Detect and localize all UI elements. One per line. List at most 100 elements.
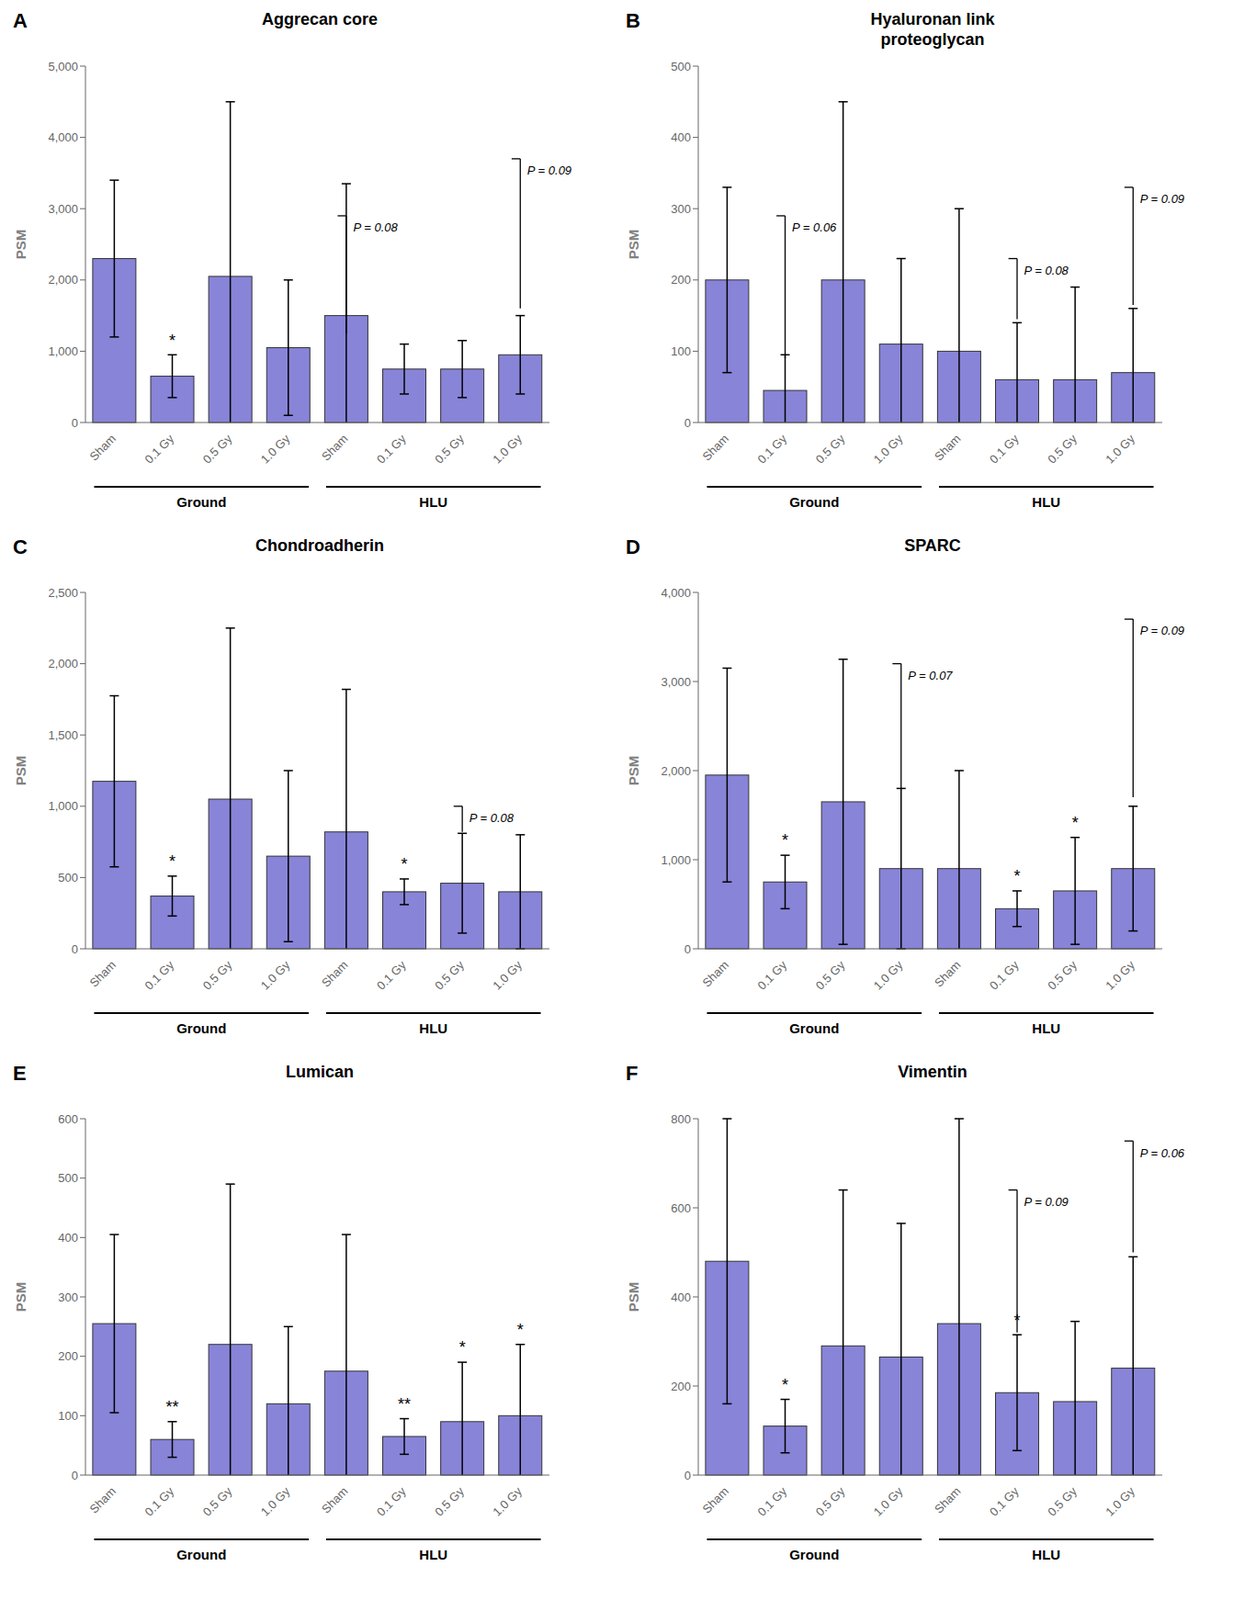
svg-text:100: 100 xyxy=(57,1409,79,1424)
svg-text:Sham: Sham xyxy=(86,1484,119,1517)
svg-text:Sham: Sham xyxy=(931,958,964,991)
svg-text:P = 0.08: P = 0.08 xyxy=(1024,263,1070,278)
svg-text:1,500: 1,500 xyxy=(47,728,79,743)
svg-text:3,000: 3,000 xyxy=(47,202,79,216)
svg-text:0.5 Gy: 0.5 Gy xyxy=(200,431,236,467)
svg-text:HLU: HLU xyxy=(1031,494,1061,510)
svg-text:2,000: 2,000 xyxy=(660,764,691,779)
svg-text:3,000: 3,000 xyxy=(660,675,691,690)
svg-text:300: 300 xyxy=(670,202,691,216)
svg-text:2,000: 2,000 xyxy=(47,272,79,287)
svg-text:HLU: HLU xyxy=(1031,1547,1061,1563)
svg-text:Sham: Sham xyxy=(318,958,351,991)
svg-text:HLU: HLU xyxy=(1031,1020,1061,1037)
svg-text:*: * xyxy=(459,1338,466,1358)
svg-text:500: 500 xyxy=(670,59,691,74)
svg-text:1.0 Gy: 1.0 Gy xyxy=(489,431,525,467)
svg-text:500: 500 xyxy=(57,1171,79,1186)
svg-text:PSM: PSM xyxy=(12,1282,29,1313)
svg-text:*: * xyxy=(781,831,789,850)
svg-text:Ground: Ground xyxy=(176,1020,227,1037)
svg-text:0.1 Gy: 0.1 Gy xyxy=(142,431,178,467)
svg-text:0: 0 xyxy=(684,1469,691,1483)
svg-text:0.5 Gy: 0.5 Gy xyxy=(431,1484,467,1520)
svg-text:1,000: 1,000 xyxy=(47,344,79,359)
svg-text:0.1 Gy: 0.1 Gy xyxy=(755,958,791,994)
svg-text:1.0 Gy: 1.0 Gy xyxy=(871,431,906,467)
svg-text:Ground: Ground xyxy=(789,1020,839,1037)
svg-text:5,000: 5,000 xyxy=(47,59,79,74)
svg-text:0.5 Gy: 0.5 Gy xyxy=(431,431,467,467)
svg-text:Sham: Sham xyxy=(86,431,119,464)
svg-text:0.1 Gy: 0.1 Gy xyxy=(986,958,1022,994)
svg-text:0.1 Gy: 0.1 Gy xyxy=(755,431,791,467)
svg-text:600: 600 xyxy=(57,1112,79,1127)
svg-text:1,000: 1,000 xyxy=(660,853,691,868)
svg-text:*: * xyxy=(169,331,176,351)
svg-text:Ground: Ground xyxy=(176,494,227,510)
svg-text:0.1 Gy: 0.1 Gy xyxy=(373,1484,409,1520)
svg-text:P = 0.06: P = 0.06 xyxy=(791,220,838,235)
svg-text:0.5 Gy: 0.5 Gy xyxy=(1044,1484,1080,1520)
svg-text:P = 0.09: P = 0.09 xyxy=(1140,192,1185,206)
svg-text:400: 400 xyxy=(670,130,691,145)
svg-text:Sham: Sham xyxy=(699,1484,732,1517)
svg-text:1.0 Gy: 1.0 Gy xyxy=(1102,1484,1138,1520)
svg-text:**: ** xyxy=(397,1395,411,1414)
svg-text:2,000: 2,000 xyxy=(47,656,79,671)
svg-text:1.0 Gy: 1.0 Gy xyxy=(258,431,294,467)
svg-text:*: * xyxy=(517,1321,524,1340)
svg-text:0.5 Gy: 0.5 Gy xyxy=(813,958,849,994)
svg-text:Ground: Ground xyxy=(789,494,839,510)
svg-text:2,500: 2,500 xyxy=(47,586,79,600)
svg-text:PSM: PSM xyxy=(625,756,642,787)
svg-text:1.0 Gy: 1.0 Gy xyxy=(489,958,525,994)
svg-text:1.0 Gy: 1.0 Gy xyxy=(1102,431,1138,467)
svg-text:0: 0 xyxy=(684,942,691,957)
svg-text:200: 200 xyxy=(670,1380,691,1394)
svg-text:4,000: 4,000 xyxy=(47,130,79,145)
svg-text:0: 0 xyxy=(71,942,79,957)
svg-text:PSM: PSM xyxy=(12,756,29,787)
svg-text:1.0 Gy: 1.0 Gy xyxy=(1102,958,1138,994)
svg-text:1.0 Gy: 1.0 Gy xyxy=(489,1484,525,1520)
svg-text:HLU: HLU xyxy=(418,1020,448,1037)
svg-text:0.5 Gy: 0.5 Gy xyxy=(813,431,849,467)
svg-text:1.0 Gy: 1.0 Gy xyxy=(258,958,294,994)
svg-text:P = 0.07: P = 0.07 xyxy=(907,668,953,683)
svg-text:400: 400 xyxy=(57,1231,79,1245)
svg-text:0.1 Gy: 0.1 Gy xyxy=(986,1484,1022,1520)
svg-text:Sham: Sham xyxy=(86,958,119,991)
svg-text:0.1 Gy: 0.1 Gy xyxy=(373,958,409,994)
svg-text:1.0 Gy: 1.0 Gy xyxy=(258,1484,294,1520)
svg-text:PSM: PSM xyxy=(625,229,642,261)
svg-text:0.5 Gy: 0.5 Gy xyxy=(813,1484,849,1520)
svg-text:P = 0.09: P = 0.09 xyxy=(1140,623,1185,638)
svg-text:Sham: Sham xyxy=(699,431,732,464)
svg-text:HLU: HLU xyxy=(418,494,448,510)
svg-text:0: 0 xyxy=(71,1469,79,1483)
svg-text:**: ** xyxy=(166,1398,180,1417)
svg-text:Ground: Ground xyxy=(789,1547,839,1563)
svg-text:*: * xyxy=(1014,867,1021,886)
svg-text:100: 100 xyxy=(670,344,691,359)
svg-text:P = 0.09: P = 0.09 xyxy=(1024,1195,1069,1210)
svg-text:1,000: 1,000 xyxy=(47,799,79,814)
svg-text:300: 300 xyxy=(57,1290,79,1305)
svg-text:P = 0.08: P = 0.08 xyxy=(352,220,398,235)
svg-text:0.5 Gy: 0.5 Gy xyxy=(1044,958,1080,994)
svg-text:*: * xyxy=(1072,814,1079,833)
svg-text:0.5 Gy: 0.5 Gy xyxy=(200,958,236,994)
svg-text:Sham: Sham xyxy=(931,1484,964,1517)
svg-text:*: * xyxy=(169,852,176,872)
svg-text:0: 0 xyxy=(71,416,79,430)
svg-text:0.5 Gy: 0.5 Gy xyxy=(200,1484,236,1520)
svg-text:1.0 Gy: 1.0 Gy xyxy=(871,1484,906,1520)
svg-text:0: 0 xyxy=(684,416,691,430)
svg-text:0.1 Gy: 0.1 Gy xyxy=(755,1484,791,1520)
svg-text:0.5 Gy: 0.5 Gy xyxy=(1044,431,1080,467)
svg-text:Sham: Sham xyxy=(931,431,964,464)
svg-text:0.5 Gy: 0.5 Gy xyxy=(431,958,467,994)
svg-text:200: 200 xyxy=(57,1349,79,1364)
svg-text:HLU: HLU xyxy=(418,1547,448,1563)
